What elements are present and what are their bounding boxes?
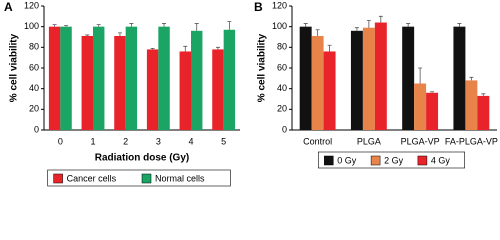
bar — [477, 95, 490, 130]
y-tick-label: 120 — [24, 0, 39, 10]
bar — [453, 26, 466, 131]
bar — [212, 49, 224, 130]
legend-label: Normal cells — [155, 173, 205, 183]
error-bar — [227, 21, 232, 30]
bar — [146, 49, 159, 130]
error-bar — [378, 15, 383, 23]
panel-label: B — [254, 0, 263, 14]
error-bar — [183, 45, 188, 52]
x-tick-label: 1 — [90, 136, 95, 146]
bar — [374, 22, 387, 130]
legend-swatch — [53, 173, 63, 184]
legend-label: Cancer cells — [67, 173, 117, 183]
y-tick-label: 100 — [24, 21, 39, 31]
figure: A % cell viability 0 20 40 60 80 100 120 0 1 2 3 4 5 Ra… — [4, 0, 498, 187]
error-bar — [315, 29, 320, 36]
y-tick-label: 80 — [277, 42, 287, 52]
legend-label: 4 Gy — [431, 155, 451, 165]
error-bar — [469, 76, 474, 81]
legend-box — [317, 151, 465, 169]
bar — [93, 26, 105, 131]
y-tick-label: 60 — [277, 62, 287, 72]
bar — [179, 51, 191, 130]
bar — [350, 30, 363, 130]
y-tick-label: 20 — [29, 104, 39, 114]
x-tick-label: 2 — [123, 136, 128, 146]
error-bar — [354, 27, 359, 31]
bar — [362, 27, 375, 131]
error-bar — [215, 46, 220, 50]
x-tick-label: 3 — [156, 136, 161, 146]
bar — [191, 30, 203, 130]
error-bar — [430, 91, 435, 93]
error-bar — [129, 23, 134, 27]
error-bar — [366, 20, 371, 28]
legend-swatch — [141, 173, 152, 184]
error-bar — [481, 93, 486, 96]
legend-label: 2 Gy — [384, 155, 404, 165]
legend-swatch — [417, 155, 428, 166]
bar — [311, 35, 324, 130]
error-bar — [85, 34, 90, 36]
error-bar — [406, 23, 411, 27]
x-tick-label: 0 — [58, 136, 63, 146]
error-bar — [52, 24, 57, 27]
legend-label: 0 Gy — [337, 155, 357, 165]
bar — [414, 83, 427, 130]
x-tick-label: 4 — [188, 136, 193, 146]
bar — [81, 35, 93, 130]
y-tick-label: 0 — [282, 124, 287, 134]
error-bar — [327, 44, 332, 52]
y-tick-label: 100 — [272, 21, 287, 31]
y-tick-label: 20 — [277, 104, 287, 114]
bar — [223, 29, 236, 131]
error-bar — [418, 67, 423, 84]
y-axis-title: % cell viability — [257, 33, 268, 102]
error-bar — [96, 24, 101, 27]
y-tick-label: 80 — [29, 42, 39, 52]
x-tick-label: FA-PLGA-VP — [445, 136, 498, 146]
y-tick-label: 40 — [277, 83, 287, 93]
y-tick-label: 120 — [272, 0, 287, 10]
x-tick-label: 5 — [221, 136, 226, 146]
panel-label: A — [4, 0, 13, 14]
y-tick-label: 40 — [29, 83, 39, 93]
y-axis-title: % cell viability — [9, 33, 20, 102]
bar — [158, 26, 170, 131]
bar — [323, 51, 336, 130]
bar — [465, 80, 478, 130]
error-bar — [303, 23, 308, 27]
y-tick-label: 0 — [34, 124, 39, 134]
legend-swatch — [370, 155, 381, 166]
y-tick-label: 60 — [29, 62, 39, 72]
bar — [48, 26, 61, 131]
bar — [125, 26, 138, 131]
bar — [299, 26, 312, 131]
x-tick-label: Control — [303, 136, 332, 146]
x-axis-title: Radiation dose (Gy) — [95, 153, 189, 164]
legend-swatch — [324, 155, 334, 166]
error-bar — [64, 25, 69, 27]
error-bar — [150, 47, 155, 50]
x-tick-label: PLGA-VP — [401, 136, 440, 146]
bar — [60, 26, 72, 131]
bar — [402, 26, 415, 131]
bar — [426, 92, 439, 130]
error-bar — [117, 32, 122, 36]
x-tick-label: PLGA — [357, 136, 381, 146]
error-bar — [162, 23, 167, 27]
error-bar — [194, 23, 199, 31]
error-bar — [457, 23, 462, 27]
bar — [114, 35, 126, 130]
legend-box — [47, 169, 231, 187]
